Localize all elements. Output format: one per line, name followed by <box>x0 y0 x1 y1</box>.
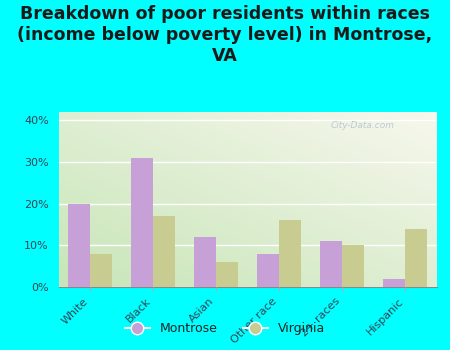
Bar <box>68 204 90 287</box>
Legend: Montrose, Virginia: Montrose, Virginia <box>120 317 330 340</box>
Bar <box>279 220 301 287</box>
Bar <box>131 158 153 287</box>
Bar <box>320 241 342 287</box>
Text: Breakdown of poor residents within races
(income below poverty level) in Montros: Breakdown of poor residents within races… <box>18 5 432 65</box>
Bar <box>90 254 112 287</box>
Bar <box>216 262 238 287</box>
Bar <box>405 229 427 287</box>
Bar <box>257 254 279 287</box>
Bar <box>383 279 405 287</box>
Bar <box>342 245 364 287</box>
Bar <box>153 216 175 287</box>
Text: City-Data.com: City-Data.com <box>331 121 395 130</box>
Bar <box>194 237 216 287</box>
